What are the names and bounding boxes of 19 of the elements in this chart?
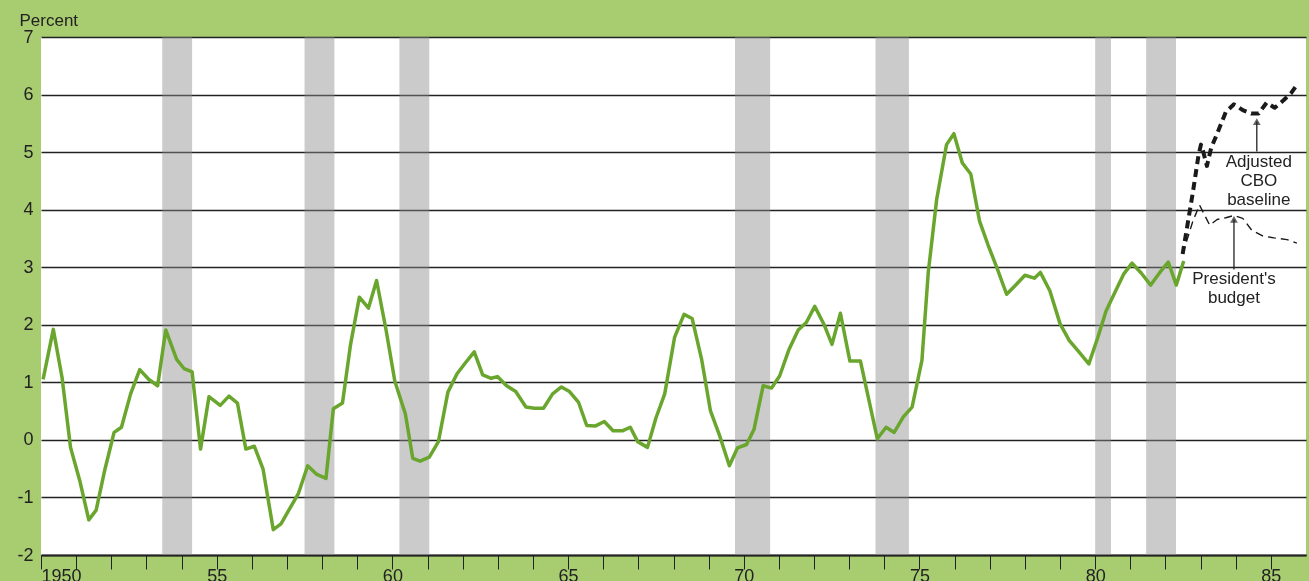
y-tick-label: -2 <box>17 544 34 565</box>
x-tick-label: 80 <box>1085 565 1106 581</box>
x-tick-label: 70 <box>734 565 755 581</box>
x-tick-label: 60 <box>382 565 403 581</box>
annotation: Adjusted CBO baseline <box>1225 151 1292 209</box>
x-tick-label: 75 <box>909 565 930 581</box>
y-tick-label: 0 <box>23 429 34 450</box>
annotation: President's budget <box>1192 269 1276 308</box>
x-tick-label: 55 <box>207 565 228 581</box>
x-tick-label: 85 <box>1261 565 1282 581</box>
y-tick-label: 2 <box>23 314 34 335</box>
y-tick-label: 3 <box>23 256 34 277</box>
y-tick-label: 6 <box>23 84 34 105</box>
y-tick-label: 4 <box>23 199 34 220</box>
y-tick-label: -1 <box>17 486 34 507</box>
x-tick-label: 1950 <box>41 565 82 581</box>
x-tick-label: 65 <box>558 565 579 581</box>
y-tick-label: 5 <box>23 141 34 162</box>
y-tick-label: 1 <box>23 371 34 392</box>
